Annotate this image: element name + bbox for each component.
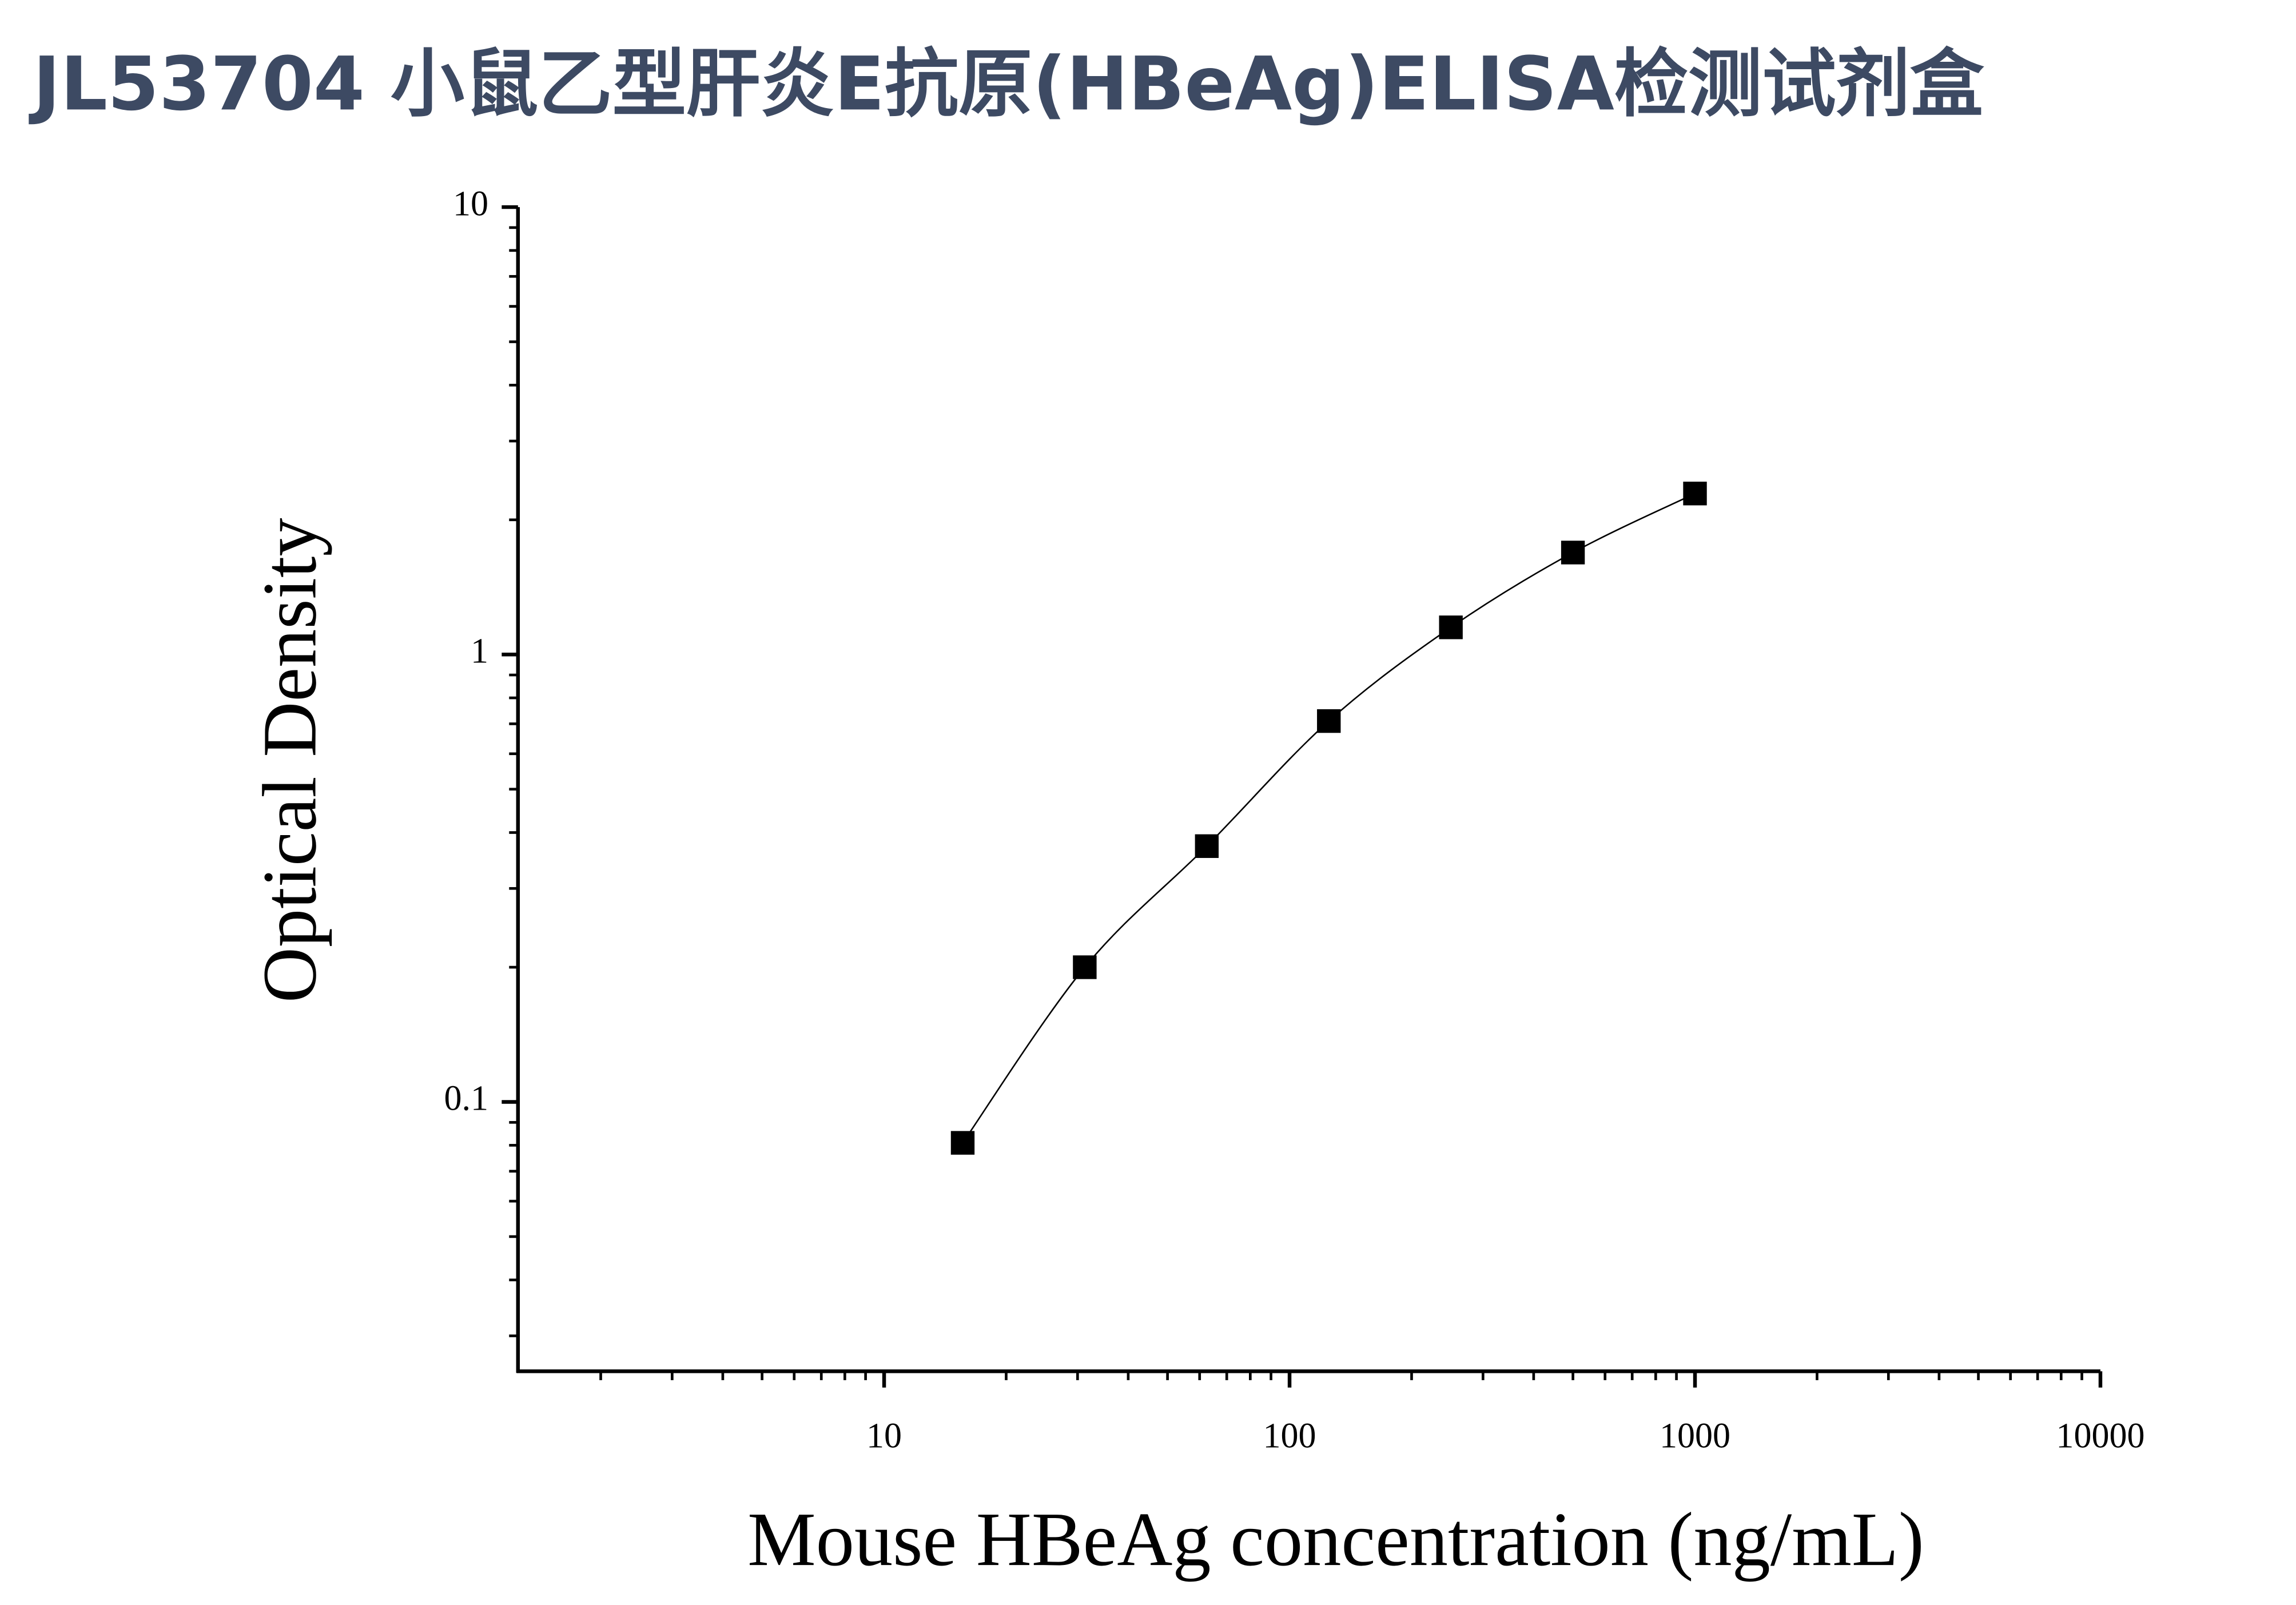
x-tick-label: 100: [1263, 1417, 1316, 1456]
x-tick-label: 10000: [2056, 1417, 2144, 1456]
x-tick-label: 10: [866, 1417, 902, 1456]
data-point: [1195, 834, 1219, 858]
data-point: [950, 1131, 975, 1155]
chart-title: JL53704 小鼠乙型肝炎E抗原(HBeAg)ELISA检测试剂盒: [29, 41, 1984, 127]
data-point: [1561, 541, 1585, 565]
x-tick-label: 1000: [1660, 1417, 1730, 1456]
y-tick-label: 0.1: [444, 1079, 489, 1118]
data-point: [1073, 955, 1097, 979]
data-point: [1683, 482, 1707, 506]
y-tick-label: 10: [453, 184, 488, 223]
data-point: [1317, 709, 1341, 733]
y-tick-label: 1: [471, 632, 488, 671]
data-point: [1439, 615, 1463, 639]
x-axis-label: Mouse HBeAg concentration (ng/mL): [747, 1497, 1924, 1582]
y-axis-label: Optical Density: [247, 518, 332, 1003]
